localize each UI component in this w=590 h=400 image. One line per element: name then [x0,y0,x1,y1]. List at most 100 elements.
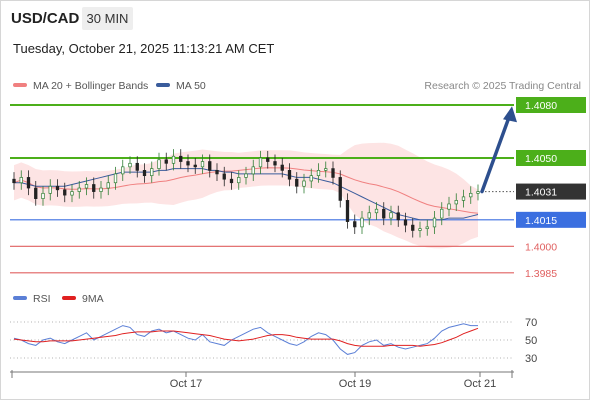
candle-body [309,175,313,182]
x-tick-label: Oct 21 [464,378,496,390]
candle-body [41,192,45,199]
chart-header: USD/CAD 30 MIN [0,0,590,36]
candle-body [324,168,328,171]
candle-body [237,177,241,184]
candle-body [447,203,451,210]
candle-body [171,155,176,164]
candle-body [99,187,103,192]
candle-body [331,168,335,178]
candle-body [164,159,168,164]
level-badge-1-4015 [516,211,586,228]
legend-ma20-label: MA 20 + Bollinger Bands [33,80,149,92]
candle-body [360,217,364,228]
level-badge-1-4050 [516,150,586,166]
candle-body [84,184,89,189]
candle-body [389,212,393,219]
legend-9ma-label: 9MA [82,293,104,305]
candle-body [273,161,277,166]
candle-body [382,208,386,219]
candle-body [469,192,473,198]
candle-body [338,177,342,201]
candle-body [454,200,458,205]
research-credit: Research © 2025 Trading Central [424,80,581,92]
candle-body [34,187,38,199]
candle-body [63,189,67,196]
candle-body [229,178,234,184]
candle-body [150,168,154,177]
ma20-swatch-icon [13,83,27,88]
candle-body [142,170,147,177]
candle-body [55,185,60,191]
candle-body [280,164,284,171]
rsi-line [13,323,478,355]
candle-body [411,224,415,231]
candle-body [26,177,31,189]
rsi-tick-50: 50 [525,335,537,347]
candle-body [135,162,139,171]
candle-body [418,228,422,231]
candle-body [403,219,408,226]
candle-body [121,166,125,175]
candle-body [19,177,23,184]
candle-body [179,155,183,162]
x-tick-label: Oct 17 [170,378,202,390]
rsi-swatch-icon [13,296,27,301]
candle-body [374,208,379,214]
candle-body [432,217,437,228]
rsi-ma9-line [13,327,479,347]
candle-body [113,173,118,184]
level-badge-label-1-4031: 1.4031 [525,187,557,199]
candle-body [258,157,263,168]
candle-body [287,170,292,180]
candle-body [476,191,480,194]
timestamp: Tuesday, October 21, 2025 11:13:21 AM CE… [13,41,275,56]
rsi-tick-70: 70 [525,317,537,329]
level-label-1-4000: 1.4000 [525,241,557,253]
candle-body [440,208,444,219]
candle-body [222,173,226,180]
candle-body [461,196,466,201]
candle-body [295,178,299,187]
x-tick-label: Oct 19 [339,378,371,390]
candle-body [251,166,255,175]
timeframe-badge[interactable]: 30 MIN [82,7,133,30]
forecast-arrow-shaft [480,115,511,194]
candle-body [12,178,16,184]
rsi-tick-30: 30 [525,353,537,365]
candle-body [106,182,110,189]
ma9-swatch-icon [62,296,76,301]
candle-body [70,191,74,196]
candle-body [396,212,400,221]
legend-rsi-label: RSI [33,293,51,305]
candle-body [208,161,212,171]
level-badge-1-4080 [516,97,586,113]
legend-9ma: 9MA [62,293,104,305]
candle-body [244,173,248,178]
legend-ma50: MA 50 [156,80,206,92]
candle-body [193,164,197,168]
candle-body [316,170,321,177]
level-badge-1-4031 [516,183,586,200]
candle-body [215,170,219,175]
candle-body [200,161,205,168]
level-label-1-3985: 1.3985 [525,268,557,280]
candle-body [302,180,306,187]
candle-body [128,162,132,168]
level-badge-label-1-4015: 1.4015 [525,215,557,227]
candle-body [157,159,161,169]
level-badge-label-1-4080: 1.4080 [525,100,557,112]
candle-body [345,200,350,222]
candle-body [425,226,429,230]
candle-body [367,212,371,219]
symbol-title: USD/CAD [11,10,80,27]
legend-ma50-label: MA 50 [176,80,206,92]
legend-rsi: RSI [13,293,51,305]
candle-body [77,187,81,192]
forecast-arrow-head-icon [503,106,517,123]
level-badge-label-1-4050: 1.4050 [525,153,557,165]
ma50-swatch-icon [156,83,170,88]
candle-body [186,161,190,166]
legend-ma20: MA 20 + Bollinger Bands [13,80,148,92]
candle-body [92,184,96,192]
